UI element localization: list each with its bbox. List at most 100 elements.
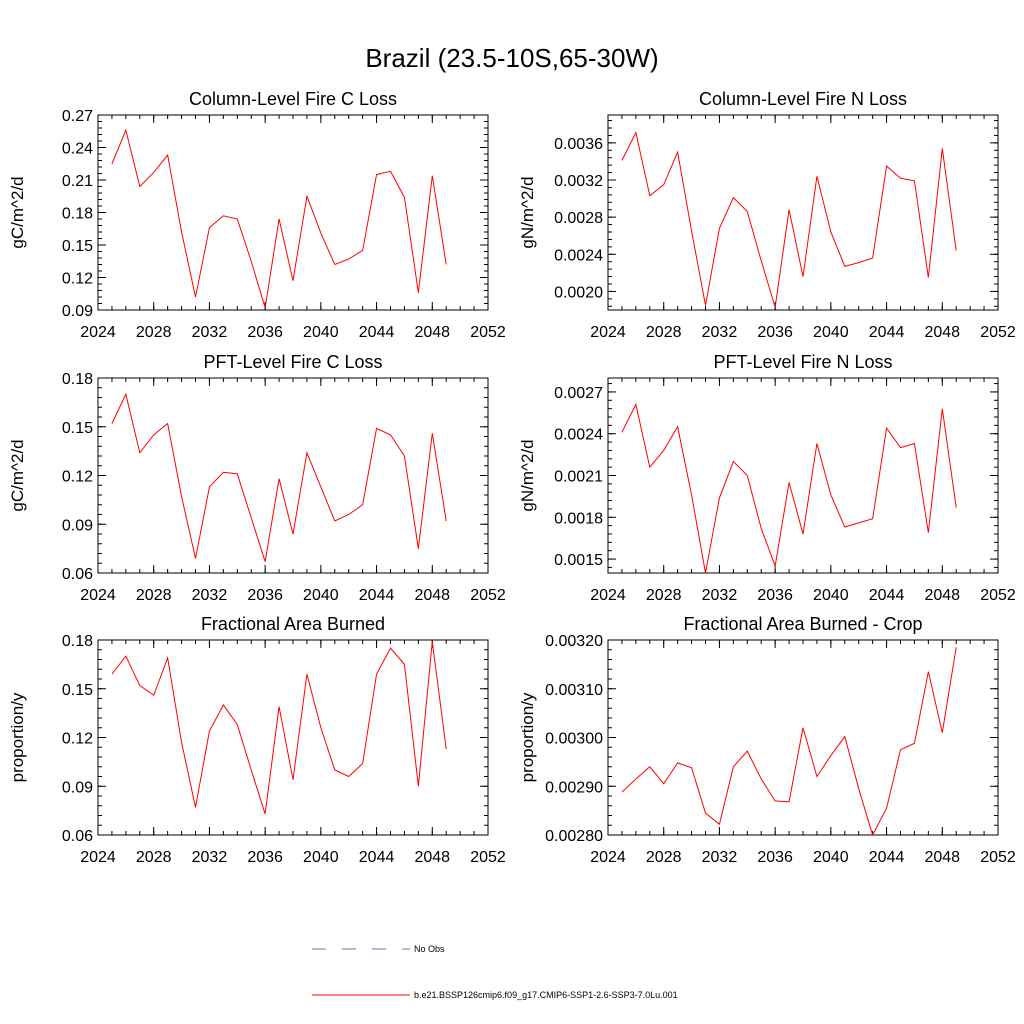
x-tick-label: 2040 bbox=[813, 324, 849, 341]
y-tick-label: 0.12 bbox=[62, 469, 93, 486]
y-tick-label: 0.12 bbox=[62, 731, 93, 748]
y-tick-label: 0.0020 bbox=[554, 284, 603, 301]
y-axis-label: proportion/y bbox=[8, 692, 27, 782]
panel-title: Fractional Area Burned - Crop bbox=[683, 614, 922, 634]
x-tick-label: 2052 bbox=[470, 324, 506, 341]
y-tick-label: 0.00280 bbox=[545, 828, 603, 845]
chart-panel-2: 2024 2028 2032 2036 2040 2044 2048 2052 0.0020 0.… bbox=[518, 89, 1016, 341]
y-tick-label: 0.18 bbox=[62, 633, 93, 650]
y-tick-label: 0.0024 bbox=[554, 427, 603, 444]
x-tick-label: 2036 bbox=[757, 587, 793, 604]
x-tick-label: 2028 bbox=[646, 324, 682, 341]
x-tick-label: 2048 bbox=[414, 849, 450, 866]
x-tick-label: 2032 bbox=[192, 849, 228, 866]
y-axis-label: gC/m^2/d bbox=[8, 176, 27, 248]
y-tick-label: 0.09 bbox=[62, 303, 93, 320]
x-tick-label: 2044 bbox=[359, 849, 395, 866]
x-tick-label: 2028 bbox=[136, 324, 172, 341]
x-tick-label: 2048 bbox=[924, 324, 960, 341]
y-tick-label: 0.0021 bbox=[554, 469, 603, 486]
series-line bbox=[621, 647, 957, 837]
panel-title: PFT-Level Fire N Loss bbox=[713, 352, 892, 372]
series-line bbox=[111, 128, 447, 308]
y-tick-label: 0.09 bbox=[62, 517, 93, 534]
y-tick-label: 0.00290 bbox=[545, 779, 603, 796]
y-tick-label: 0.15 bbox=[62, 682, 93, 699]
x-tick-label: 2036 bbox=[247, 324, 283, 341]
y-axis-label: gC/m^2/d bbox=[8, 439, 27, 511]
y-tick-label: 0.18 bbox=[62, 371, 93, 388]
y-tick-label: 0.0032 bbox=[554, 173, 603, 190]
x-tick-label: 2024 bbox=[590, 849, 626, 866]
x-tick-label: 2044 bbox=[359, 587, 395, 604]
chart-panel-5: 2024 2028 2032 2036 2040 2044 2048 2052 0.06 0.09… bbox=[8, 614, 506, 866]
series-line bbox=[111, 641, 447, 815]
x-tick-label: 2052 bbox=[470, 849, 506, 866]
x-tick-label: 2048 bbox=[924, 587, 960, 604]
chart-panel-3: 2024 2028 2032 2036 2040 2044 2048 2052 0.06 0.09… bbox=[8, 352, 506, 604]
chart-panel-4: 2024 2028 2032 2036 2040 2044 2048 2052 0.0015 0.… bbox=[518, 352, 1016, 604]
x-tick-label: 2040 bbox=[813, 587, 849, 604]
y-tick-label: 0.18 bbox=[62, 206, 93, 223]
x-tick-label: 2032 bbox=[702, 587, 738, 604]
x-tick-label: 2036 bbox=[247, 587, 283, 604]
y-tick-label: 0.0015 bbox=[554, 552, 603, 569]
x-tick-label: 2024 bbox=[590, 324, 626, 341]
x-tick-label: 2028 bbox=[646, 849, 682, 866]
y-tick-label: 0.0028 bbox=[554, 210, 603, 227]
x-tick-label: 2032 bbox=[192, 324, 228, 341]
x-tick-label: 2052 bbox=[980, 849, 1016, 866]
y-tick-label: 0.00320 bbox=[545, 633, 603, 650]
y-axis-label: proportion/y bbox=[518, 692, 537, 782]
y-tick-label: 0.15 bbox=[62, 238, 93, 255]
y-tick-label: 0.21 bbox=[62, 173, 93, 190]
x-tick-label: 2024 bbox=[80, 324, 116, 341]
y-tick-label: 0.06 bbox=[62, 828, 93, 845]
x-tick-label: 2036 bbox=[247, 849, 283, 866]
plot-frame bbox=[607, 639, 999, 836]
y-tick-label: 0.0036 bbox=[554, 136, 603, 153]
y-tick-label: 0.15 bbox=[62, 420, 93, 437]
legend: No Obs b.e21.BSSP126cmip6.f09_g17.CMIP6-… bbox=[312, 944, 678, 1000]
y-tick-label: 0.00300 bbox=[545, 731, 603, 748]
chart-panel-6: 2024 2028 2032 2036 2040 2044 2048 2052 0.00280 0… bbox=[518, 614, 1016, 866]
plot-frame bbox=[607, 114, 999, 311]
panel-title: Fractional Area Burned bbox=[201, 614, 385, 634]
x-tick-label: 2052 bbox=[980, 324, 1016, 341]
y-tick-label: 0.0018 bbox=[554, 510, 603, 527]
x-tick-label: 2024 bbox=[80, 587, 116, 604]
x-tick-label: 2032 bbox=[192, 587, 228, 604]
plot-frame bbox=[97, 377, 489, 574]
y-tick-label: 0.00310 bbox=[545, 682, 603, 699]
chart-panels: 2024 2028 2032 2036 2040 2044 2048 2052 0.09 0.12… bbox=[8, 89, 1016, 866]
x-tick-label: 2028 bbox=[136, 587, 172, 604]
x-tick-label: 2048 bbox=[924, 849, 960, 866]
chart-panel-1: 2024 2028 2032 2036 2040 2044 2048 2052 0.09 0.12… bbox=[8, 89, 506, 341]
y-tick-label: 0.0024 bbox=[554, 247, 603, 264]
y-tick-label: 0.09 bbox=[62, 779, 93, 796]
x-tick-label: 2044 bbox=[869, 587, 905, 604]
x-tick-label: 2040 bbox=[303, 587, 339, 604]
x-tick-label: 2048 bbox=[414, 324, 450, 341]
x-tick-label: 2032 bbox=[702, 849, 738, 866]
series-line bbox=[111, 392, 447, 562]
x-tick-label: 2052 bbox=[980, 587, 1016, 604]
x-tick-label: 2028 bbox=[136, 849, 172, 866]
y-tick-label: 0.12 bbox=[62, 271, 93, 288]
x-tick-label: 2044 bbox=[359, 324, 395, 341]
series-line bbox=[621, 402, 957, 574]
x-tick-label: 2048 bbox=[414, 587, 450, 604]
x-tick-label: 2036 bbox=[757, 324, 793, 341]
panel-title: Column-Level Fire C Loss bbox=[189, 89, 397, 109]
y-tick-label: 0.24 bbox=[62, 141, 93, 158]
x-tick-label: 2024 bbox=[590, 587, 626, 604]
x-tick-label: 2044 bbox=[869, 324, 905, 341]
legend-obs-label: No Obs bbox=[414, 944, 445, 954]
plot-frame bbox=[607, 377, 999, 574]
panel-title: Column-Level Fire N Loss bbox=[699, 89, 907, 109]
x-tick-label: 2052 bbox=[470, 587, 506, 604]
y-tick-label: 0.0027 bbox=[554, 385, 603, 402]
y-axis-label: gN/m^2/d bbox=[518, 439, 537, 511]
x-tick-label: 2040 bbox=[303, 324, 339, 341]
